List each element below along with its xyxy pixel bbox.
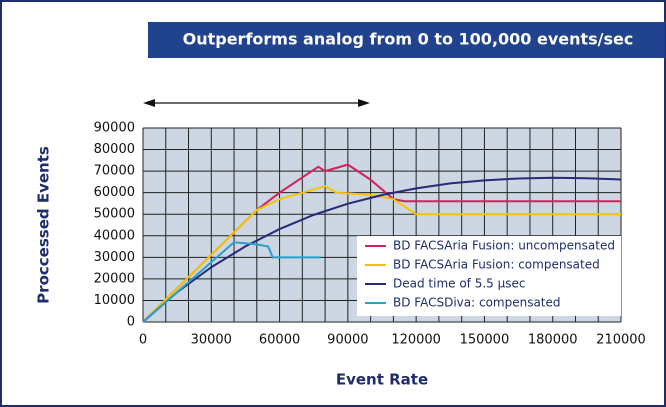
y-tick-label: 30000 (94, 250, 135, 265)
y-tick-label: 20000 (94, 271, 135, 286)
legend-label: BD FACSDiva: compensated (393, 296, 561, 310)
legend-label: BD FACSAria Fusion: compensated (393, 258, 600, 272)
series-line (142, 241, 321, 323)
series-line (142, 163, 621, 323)
x-tick-label: 150000 (460, 333, 510, 348)
y-tick-label: 50000 (94, 207, 135, 222)
legend-box (357, 236, 621, 316)
y-tick-label: 0 (127, 315, 135, 330)
x-axis-title: Event Rate (336, 371, 428, 389)
y-axis-title: Proccessed Events (35, 146, 53, 304)
legend-label: BD FACSAria Fusion: uncompensated (393, 239, 615, 253)
series-line (142, 176, 622, 323)
x-tick-label: 210000 (596, 333, 646, 348)
series-line (142, 185, 621, 323)
x-tick-label: 0 (139, 333, 147, 348)
legend-label: Dead time of 5.5 μsec (393, 277, 525, 291)
title-banner (148, 22, 665, 58)
x-tick-label: 90000 (327, 333, 368, 348)
x-tick-label: 60000 (259, 333, 300, 348)
y-tick-label: 70000 (94, 164, 135, 179)
x-tick-label: 30000 (191, 333, 232, 348)
y-tick-label: 40000 (94, 228, 135, 243)
y-tick-label: 60000 (94, 185, 135, 200)
x-tick-label: 120000 (391, 333, 441, 348)
y-tick-label: 80000 (94, 142, 135, 157)
range-arrow (143, 99, 370, 107)
y-tick-label: 10000 (94, 293, 135, 308)
chart-title: Outperforms analog from 0 to 100,000 eve… (183, 30, 634, 49)
y-tick-label: 90000 (94, 121, 135, 136)
x-tick-label: 180000 (528, 333, 578, 348)
